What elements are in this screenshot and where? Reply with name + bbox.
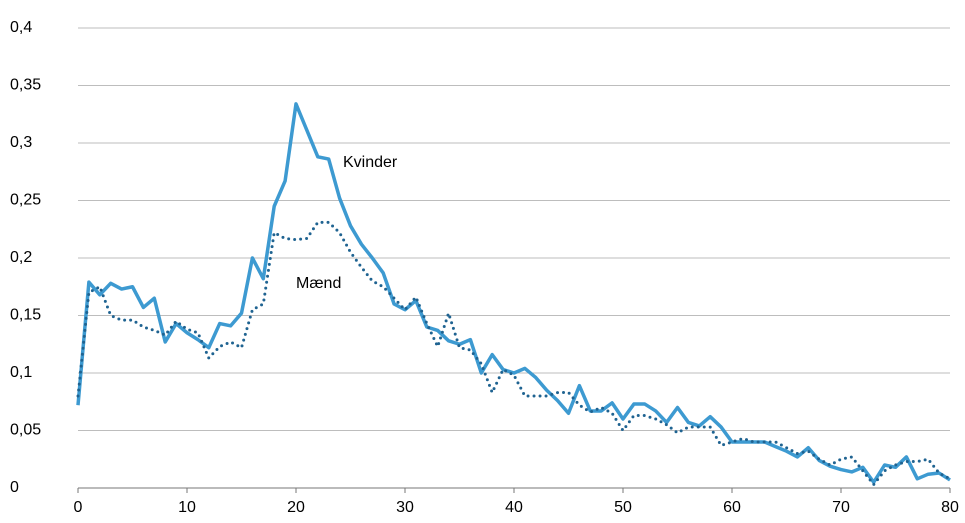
y-tick-label: 0,2 [10, 249, 32, 266]
x-tick-label: 40 [505, 499, 523, 516]
y-tick-label: 0,25 [10, 192, 41, 209]
x-tick-label: 0 [74, 499, 83, 516]
annotation: Kvinder [343, 154, 398, 171]
x-tick-label: 30 [396, 499, 414, 516]
y-tick-label: 0,3 [10, 134, 32, 151]
y-tick-label: 0,35 [10, 77, 41, 94]
y-tick-label: 0 [10, 479, 19, 496]
x-tick-label: 80 [941, 499, 959, 516]
annotation: Mænd [296, 275, 341, 292]
y-tick-label: 0,4 [10, 19, 32, 36]
y-tick-label: 0,1 [10, 364, 32, 381]
series-line [76, 220, 952, 487]
series-line [76, 102, 951, 484]
x-tick-label: 20 [287, 499, 305, 516]
x-tick-label: 50 [614, 499, 632, 516]
y-tick-label: 0,15 [10, 307, 41, 324]
x-tick-label: 60 [723, 499, 741, 516]
y-tick-label: 0,05 [10, 422, 41, 439]
x-tick-label: 70 [832, 499, 850, 516]
x-tick-label: 10 [178, 499, 196, 516]
